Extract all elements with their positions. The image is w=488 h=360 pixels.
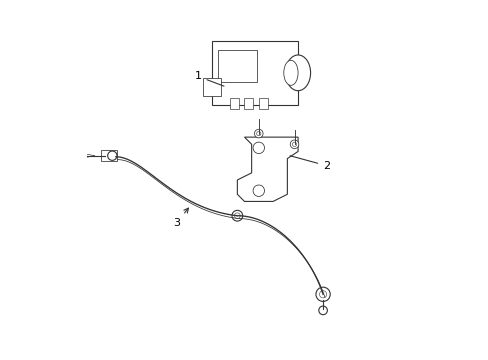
Text: 2: 2 — [289, 156, 329, 171]
Bar — [244, 98, 253, 109]
FancyBboxPatch shape — [217, 50, 257, 82]
Bar — [230, 98, 239, 109]
Circle shape — [290, 140, 298, 149]
Ellipse shape — [285, 55, 310, 91]
Circle shape — [231, 210, 242, 221]
FancyBboxPatch shape — [203, 78, 221, 96]
Circle shape — [254, 129, 263, 138]
Circle shape — [253, 142, 264, 154]
Circle shape — [315, 287, 329, 301]
Polygon shape — [237, 137, 298, 202]
Text: 1: 1 — [194, 71, 224, 86]
Circle shape — [319, 291, 326, 298]
Ellipse shape — [283, 60, 298, 85]
Circle shape — [253, 185, 264, 197]
FancyBboxPatch shape — [101, 150, 117, 161]
FancyBboxPatch shape — [212, 41, 298, 105]
Bar — [258, 98, 267, 109]
Text: 3: 3 — [173, 208, 188, 228]
Circle shape — [256, 131, 261, 136]
Circle shape — [107, 151, 117, 160]
Circle shape — [318, 306, 326, 315]
Circle shape — [234, 213, 240, 219]
Circle shape — [292, 142, 296, 147]
